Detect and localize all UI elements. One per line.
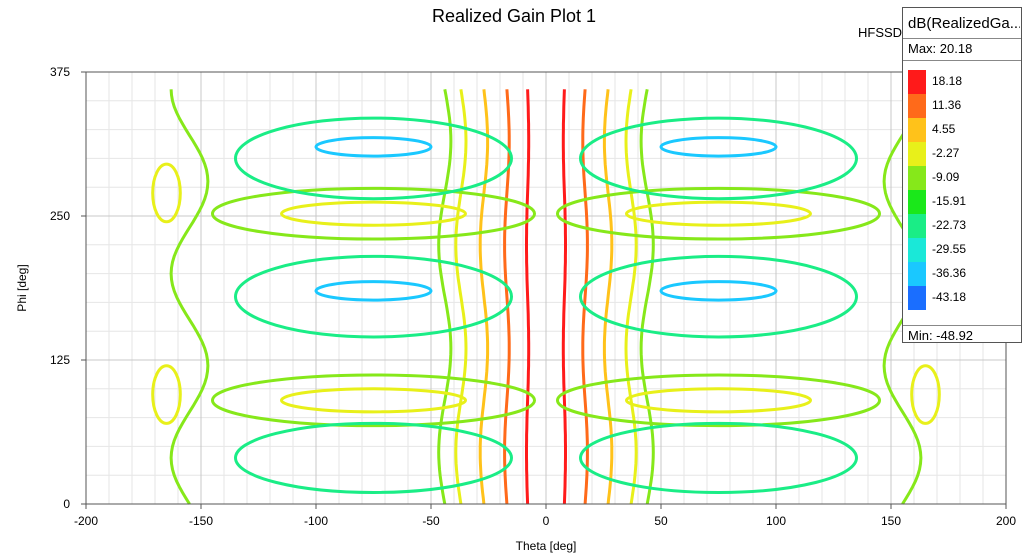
- legend-entry: 4.55: [908, 118, 1018, 142]
- legend-min: Min: -48.92: [908, 328, 974, 343]
- contour-lobe: [659, 280, 778, 302]
- legend-divider: [903, 38, 1021, 39]
- legend-swatch: [908, 142, 926, 166]
- contour-lobe: [556, 186, 881, 241]
- legend-entry: -36.36: [908, 262, 1018, 286]
- legend-entry: -29.55: [908, 238, 1018, 262]
- contour-lobe: [659, 136, 778, 158]
- x-tick-label: 150: [881, 514, 901, 528]
- legend-scale: 18.18 11.36 4.55 -2.27 -9.09 -15.91 -22.73 -29.…: [908, 70, 1018, 310]
- contour-line: [454, 89, 468, 505]
- contour-line: [525, 89, 531, 505]
- legend-label: -22.73: [932, 218, 967, 232]
- contour-lobe: [234, 421, 513, 494]
- contour-lobe: [625, 200, 812, 227]
- legend-swatch: [908, 94, 926, 118]
- y-tick-label: 0: [63, 497, 70, 511]
- legend-entry: -9.09: [908, 166, 1018, 190]
- contour-lobe: [579, 421, 858, 494]
- x-tick-label: 200: [996, 514, 1016, 528]
- legend-label: -9.09: [932, 170, 960, 184]
- contour-lobe: [314, 136, 433, 158]
- legend-swatch: [908, 238, 926, 262]
- legend-entry: 11.36: [908, 94, 1018, 118]
- x-axis-label: Theta [deg]: [516, 539, 577, 553]
- x-tick-label: 100: [766, 514, 786, 528]
- contour-line: [503, 89, 511, 505]
- legend-entry: -2.27: [908, 142, 1018, 166]
- contour-line: [478, 89, 490, 505]
- y-tick-label: 125: [50, 353, 70, 367]
- legend-swatch: [908, 190, 926, 214]
- source-label: HFSSD: [858, 25, 903, 40]
- legend-swatch: [908, 70, 926, 94]
- contour-lobe: [151, 162, 182, 224]
- y-tick-label: 375: [50, 65, 70, 79]
- legend-label: 4.55: [932, 122, 956, 136]
- contour-line: [437, 89, 453, 505]
- contour-lobe: [211, 373, 536, 428]
- legend-entry: -15.91: [908, 190, 1018, 214]
- x-tick-label: -100: [304, 514, 328, 528]
- contour-lines: [151, 89, 941, 505]
- contour-lobe: [151, 364, 182, 425]
- contour-lobe: [234, 254, 513, 339]
- legend-divider: [903, 60, 1021, 61]
- legend-swatch: [908, 118, 926, 142]
- contour-lobe: [314, 280, 433, 302]
- legend-label: -43.18: [932, 290, 967, 304]
- legend-swatch: [908, 262, 926, 286]
- legend-label: -2.27: [932, 146, 960, 160]
- legend-swatch: [908, 214, 926, 238]
- legend-entry: -43.18: [908, 286, 1018, 310]
- legend-entry: 18.18: [908, 70, 1018, 94]
- chart-title: Realized Gain Plot 1: [431, 6, 597, 26]
- x-tick-label: -150: [189, 514, 213, 528]
- legend-label: 11.36: [932, 98, 962, 112]
- legend-label: -15.91: [932, 194, 967, 208]
- contour-line: [561, 89, 567, 505]
- x-tick-label: -200: [74, 514, 98, 528]
- contour-line: [169, 89, 210, 505]
- contour-lobe: [556, 373, 881, 428]
- legend-title: dB(RealizedGa...: [908, 15, 1020, 32]
- legend-label: -36.36: [932, 266, 967, 280]
- contour-lobe: [234, 116, 513, 201]
- legend-entry: -22.73: [908, 214, 1018, 238]
- axis-ticks: -200 -150 -100 -50 0 50 100 150 200 0 125 250 375: [50, 65, 1016, 528]
- y-axis-label: Phi [deg]: [15, 264, 29, 311]
- contour-line: [581, 89, 589, 505]
- grid-lines: [85, 71, 1007, 505]
- y-tick-label: 250: [50, 209, 70, 223]
- contour-lobe: [211, 186, 536, 241]
- x-tick-label: -50: [422, 514, 440, 528]
- x-tick-label: 50: [654, 514, 668, 528]
- contour-lobe: [579, 254, 858, 339]
- contour-line: [602, 89, 614, 505]
- contour-lobe: [280, 387, 467, 414]
- legend: dB(RealizedGa... Max: 20.18 18.18 11.36 4.…: [902, 7, 1022, 343]
- legend-label: 18.18: [932, 74, 963, 88]
- x-tick-label: 0: [543, 514, 550, 528]
- legend-swatch: [908, 166, 926, 190]
- contour-lobe: [910, 364, 941, 425]
- contour-line: [639, 89, 655, 505]
- contour-line: [624, 89, 638, 505]
- legend-divider: [903, 325, 1021, 326]
- legend-label: -29.55: [932, 242, 967, 256]
- legend-max: Max: 20.18: [908, 41, 973, 56]
- contour-lobe: [625, 387, 812, 414]
- legend-swatch: [908, 286, 926, 310]
- contour-lobe: [579, 116, 858, 201]
- contour-lobe: [280, 200, 467, 227]
